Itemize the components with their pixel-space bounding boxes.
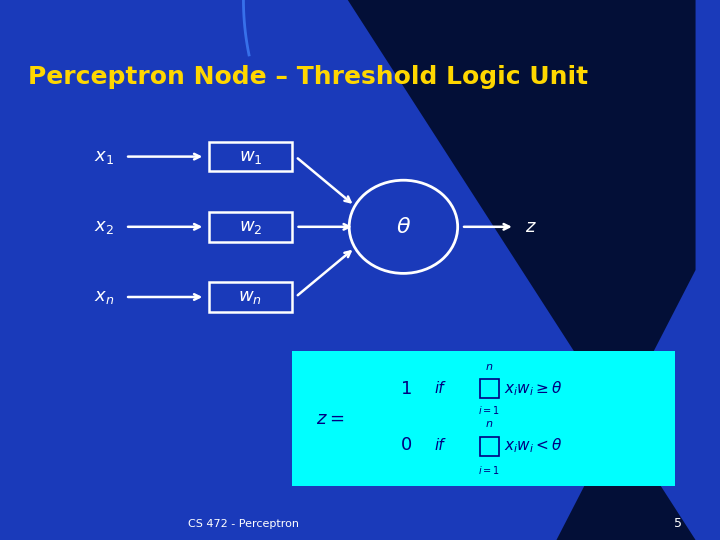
FancyBboxPatch shape xyxy=(209,212,292,242)
FancyBboxPatch shape xyxy=(209,282,292,312)
Text: if: if xyxy=(435,438,444,453)
Text: $w_2$: $w_2$ xyxy=(238,218,262,236)
Ellipse shape xyxy=(349,180,458,273)
Text: $n$: $n$ xyxy=(485,362,493,372)
Text: CS 472 - Perceptron: CS 472 - Perceptron xyxy=(188,519,299,529)
FancyBboxPatch shape xyxy=(480,379,500,399)
Text: $n$: $n$ xyxy=(485,419,493,429)
Text: $1$: $1$ xyxy=(400,380,412,398)
Text: $x_n$: $x_n$ xyxy=(94,288,114,306)
FancyBboxPatch shape xyxy=(209,142,292,172)
Text: $x_1$: $x_1$ xyxy=(94,147,114,166)
Text: $z$: $z$ xyxy=(525,218,537,236)
Text: $0$: $0$ xyxy=(400,436,412,455)
Text: $x_2$: $x_2$ xyxy=(94,218,114,236)
Text: $i{=}1$: $i{=}1$ xyxy=(478,404,500,416)
Text: $w_1$: $w_1$ xyxy=(238,147,262,166)
FancyBboxPatch shape xyxy=(480,437,500,456)
FancyBboxPatch shape xyxy=(292,351,675,486)
Text: $z =$: $z =$ xyxy=(317,409,345,428)
Text: $x_i w_i < \theta$: $x_i w_i < \theta$ xyxy=(504,436,563,455)
Polygon shape xyxy=(348,0,696,540)
Text: Perceptron Node – Threshold Logic Unit: Perceptron Node – Threshold Logic Unit xyxy=(28,65,588,89)
Text: $\theta$: $\theta$ xyxy=(396,217,411,237)
Text: $i{=}1$: $i{=}1$ xyxy=(478,464,500,476)
Text: if: if xyxy=(435,381,444,396)
Text: 5: 5 xyxy=(674,517,682,530)
Text: $w_n$: $w_n$ xyxy=(238,288,262,306)
Text: $x_i w_i \geq \theta$: $x_i w_i \geq \theta$ xyxy=(504,380,563,398)
